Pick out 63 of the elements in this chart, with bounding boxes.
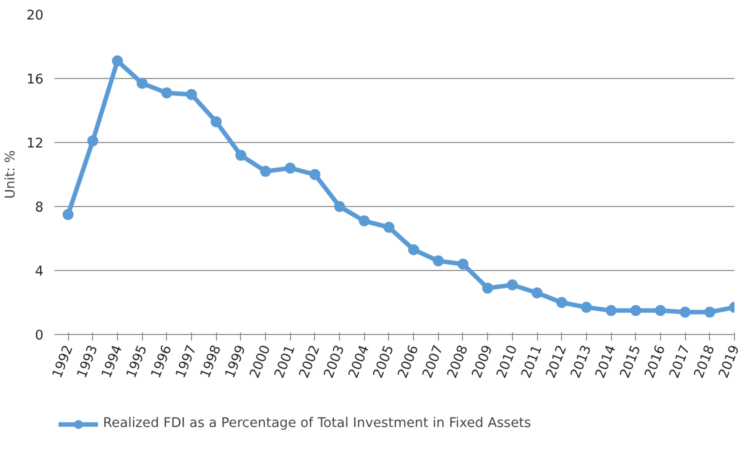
x-tick-label: 2013 [568,343,595,380]
point [606,305,617,316]
point [457,258,468,270]
x-tick-label: 2003 [322,343,348,380]
point [630,305,642,316]
point [210,116,222,128]
point [383,222,394,233]
point [112,55,123,66]
point [556,297,568,308]
point [482,282,494,294]
point [654,305,666,316]
point [532,287,543,298]
x-tick-label: 2016 [642,343,669,380]
point [136,78,148,89]
x-tick-label: 1997 [174,343,200,380]
y-tick-label: 4 [35,264,44,280]
y-tick-label: 20 [26,8,44,24]
point [506,279,518,290]
x-tick-label: 2008 [445,343,472,380]
point [161,87,172,98]
point [186,89,197,100]
x-tick-label: 2019 [716,343,743,380]
point [358,215,370,226]
x-tick-label: 2014 [593,343,620,380]
x-tick-label: 2015 [618,343,644,380]
x-tick-label: 2018 [692,343,718,380]
x-tick-label: 2011 [519,343,546,380]
point [235,150,246,161]
point [432,255,444,266]
x-tick-label: 2005 [371,343,398,380]
x-tick-label: 1999 [222,343,250,380]
y-tick-label: 16 [26,72,44,88]
point [704,306,716,318]
y-tick-label: 12 [26,136,44,152]
point [334,201,346,212]
point [87,135,98,146]
x-tick-label: 1992 [50,343,76,380]
legend-label: Realized FDI as a Percentage of Total Investment in Fixed Assets [103,416,532,431]
y-tick-label: 0 [35,328,44,344]
x-tick-label: 2000 [248,343,274,380]
point [62,209,74,220]
x-tick-label: 1996 [148,343,176,380]
x-tick-label: 1994 [100,343,126,380]
point [260,166,272,177]
x-tick-label: 2002 [297,343,324,380]
x-tick-label: 2006 [396,343,422,380]
x-tick-label: 1995 [124,343,151,380]
x-tick-label: 2010 [494,343,521,380]
x-tick-label: 2009 [470,343,496,380]
y-tick-label: 8 [35,200,44,216]
x-tick-label: 1998 [198,343,225,380]
y-axis-title: Unit: % [4,150,19,199]
point [309,169,320,180]
point [408,244,420,256]
x-tick-label: 2001 [272,343,299,380]
point [680,306,691,318]
x-tick-label: 2004 [346,343,373,380]
x-tick-label: 2007 [420,343,447,380]
x-tick-label: 1993 [74,343,102,380]
point [284,162,296,174]
x-tick-label: 2012 [544,343,570,380]
x-tick-label: 2017 [667,343,694,380]
point [580,302,592,313]
